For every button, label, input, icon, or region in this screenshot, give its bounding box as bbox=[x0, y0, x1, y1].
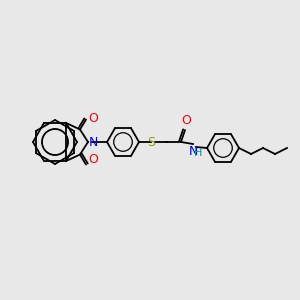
Text: N: N bbox=[89, 136, 98, 148]
Text: O: O bbox=[88, 112, 98, 125]
Text: O: O bbox=[88, 152, 98, 166]
Text: N: N bbox=[188, 145, 198, 158]
Text: H: H bbox=[194, 148, 202, 158]
Text: S: S bbox=[147, 136, 155, 148]
Text: O: O bbox=[181, 114, 191, 127]
